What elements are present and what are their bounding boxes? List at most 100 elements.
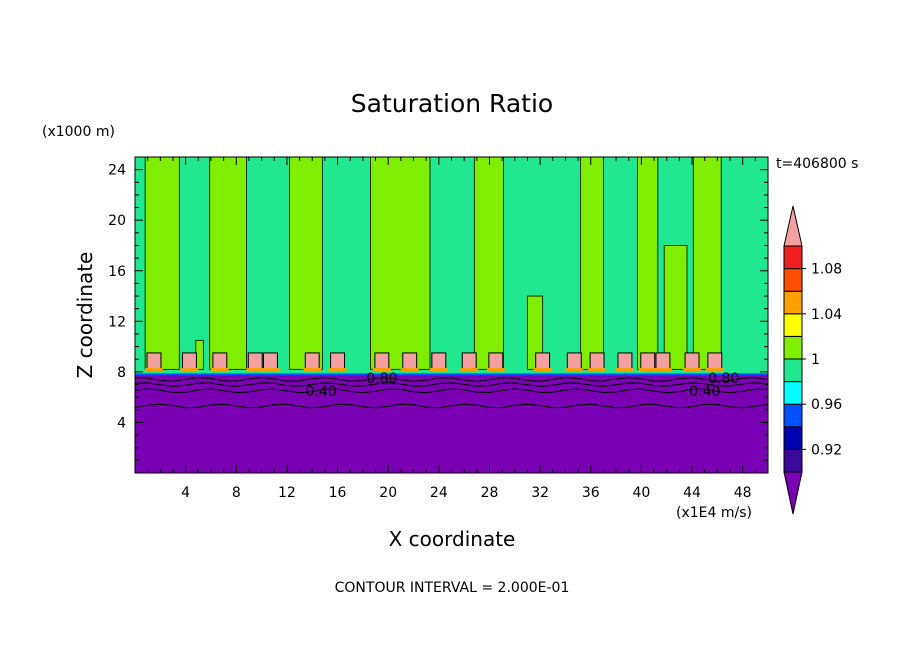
plume-band (663, 245, 688, 370)
contour-label: 0.40 (689, 384, 720, 400)
cloud-edge (180, 368, 199, 372)
cloud-cell (431, 352, 447, 370)
cloud-cell (488, 352, 504, 370)
cloud-cell (181, 352, 197, 370)
y-tick-label: 20 (108, 213, 126, 229)
colorbar-label: 0.96 (811, 397, 842, 413)
contour-interval-text: CONTOUR INTERVAL = 2.000E-01 (335, 580, 570, 596)
cloud-edge (429, 368, 448, 372)
contour-line (135, 403, 768, 409)
contour-label: 0.40 (306, 384, 337, 400)
colorbar-segment (783, 403, 803, 428)
colorbar-segment (783, 448, 803, 473)
subsaturated-region (135, 374, 768, 473)
y-tick-label: 24 (108, 163, 126, 179)
x-axis-label: X coordinate (389, 527, 516, 551)
plume-band (692, 157, 722, 370)
colorbar-segment (783, 313, 803, 337)
contour-label: 0.80 (708, 371, 739, 387)
x-tick-label: 44 (683, 485, 701, 501)
cloud-cell (535, 352, 551, 370)
cloud-edge (246, 368, 265, 372)
x-tick-label: 24 (430, 485, 448, 501)
cloud-edge (210, 368, 229, 372)
cloud-edge (400, 368, 419, 372)
chart-title: Saturation Ratio (351, 89, 553, 118)
cloud-cell (374, 352, 390, 370)
x-tick-label: 12 (278, 485, 296, 501)
cloud-cell (566, 352, 582, 370)
colorbar-segment (783, 358, 803, 383)
cloud-edge (615, 368, 634, 372)
x-tick-label: 20 (379, 485, 397, 501)
y-tick-label: 12 (108, 314, 126, 330)
colorbar-segment (783, 245, 803, 270)
cloud-cell (684, 352, 700, 370)
cloud-edge (145, 368, 163, 372)
cloud-edge (328, 368, 347, 372)
plume-band (209, 157, 247, 370)
cloud-cell (617, 352, 633, 370)
y-tick-label: 8 (117, 365, 126, 381)
x-tick-label: 4 (181, 485, 190, 501)
y-unit-label: (x1000 m) (42, 124, 115, 140)
x-tick-label: 8 (232, 485, 241, 501)
cloud-edge (372, 368, 391, 372)
cloud-edge (705, 368, 724, 372)
cloud-cell (212, 352, 228, 370)
colorbar-label: 1.08 (811, 262, 842, 278)
cloud-edge (460, 368, 479, 372)
plume-band (289, 157, 323, 370)
plume-band (637, 157, 659, 370)
plume-band (370, 157, 431, 370)
x-unit-label: (x1E4 m/s) (676, 505, 752, 521)
cloud-edge (533, 368, 552, 372)
contour-label: 0.80 (366, 371, 397, 387)
colorbar-segment (783, 426, 803, 450)
colorbar-segment (783, 290, 803, 315)
plume-band (580, 157, 604, 370)
y-tick-label: 16 (108, 264, 126, 280)
cloud-edge (683, 368, 702, 372)
cloud-edge (653, 368, 672, 372)
colorbar-segment (783, 381, 803, 405)
colorbar-label: 1.04 (811, 307, 842, 323)
cloud-cell (402, 352, 418, 370)
x-tick-label: 16 (329, 485, 347, 501)
x-tick-label: 28 (481, 485, 499, 501)
cloud-cell (146, 352, 162, 370)
x-tick-label: 48 (734, 485, 752, 501)
cloud-edge (565, 368, 584, 372)
x-tick-label: 36 (582, 485, 600, 501)
y-axis-label: Z coordinate (73, 252, 97, 379)
plot-area (135, 157, 768, 473)
colorbar-label: 0.92 (811, 442, 842, 458)
colorbar: 0.92 0.96 1 1.04 1.08 (783, 205, 842, 515)
colorbar-segment (783, 335, 803, 360)
cloud-cell (262, 352, 278, 370)
plume-band (144, 157, 180, 370)
plume-band (473, 157, 504, 370)
cloud-cell (461, 352, 477, 370)
cloud-cell (640, 352, 656, 370)
cloud-cell (330, 352, 346, 370)
cloud-edge (588, 368, 607, 372)
cloud-cell (707, 352, 723, 370)
cloud-edge (261, 368, 280, 372)
colorbar-under-arrow (783, 471, 803, 515)
y-tick-label: 4 (117, 415, 126, 431)
contour-line (135, 377, 768, 382)
contour-line (135, 382, 768, 387)
contour-line (135, 388, 768, 394)
colorbar-segment (783, 268, 803, 292)
time-label: t=406800 s (776, 156, 858, 172)
colorbar-over-arrow (783, 205, 803, 247)
cloud-edge (486, 368, 505, 372)
x-tick-label: 40 (632, 485, 650, 501)
cloud-edge (303, 368, 322, 372)
colorbar-label: 1 (811, 352, 820, 368)
cloud-edge (638, 368, 657, 372)
contour-labels: 0.40 0.400.80 0.80 (306, 371, 740, 400)
